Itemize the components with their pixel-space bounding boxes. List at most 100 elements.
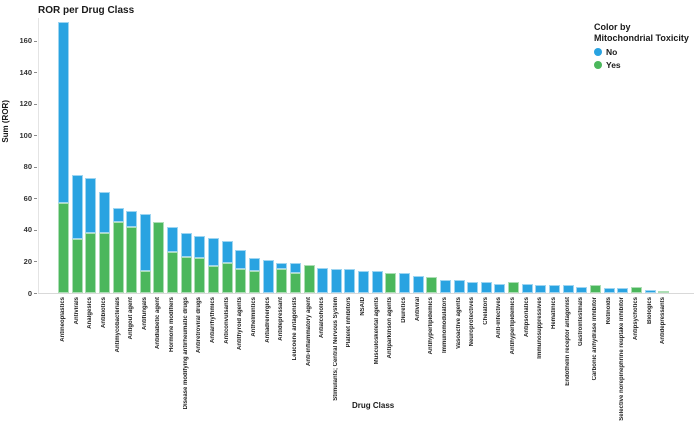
y-tick-label: 100 <box>19 130 32 140</box>
x-tick-label: Antihyperlipidemics <box>510 297 517 355</box>
x-tick-label: Disease modifying antirheumatic drugs <box>182 297 189 410</box>
bar-segment-yes[interactable] <box>112 222 124 293</box>
bar-segment-yes[interactable] <box>98 233 110 293</box>
x-tick-label: Retinoids <box>605 297 612 325</box>
x-tick-label: Selective norepinephrine reuptake inhibi… <box>619 297 626 421</box>
bar-segment-no[interactable] <box>126 211 138 227</box>
x-tick-label: Chelators <box>482 297 489 325</box>
bar-segment-no[interactable] <box>521 283 533 293</box>
bar-segment-no[interactable] <box>371 270 383 293</box>
x-tick-label: Hormone modifiers <box>169 297 176 353</box>
bar-segment-no[interactable] <box>330 269 342 293</box>
bar-segment-no[interactable] <box>262 259 274 293</box>
bar-segment-no[interactable] <box>439 280 451 293</box>
bar-segment-yes[interactable] <box>208 266 220 293</box>
bar-segment-no[interactable] <box>85 177 97 234</box>
bar-segment-no[interactable] <box>576 286 588 293</box>
bar-segment-no[interactable] <box>167 226 179 252</box>
x-tick-label: Antiarrhythmics <box>210 297 217 344</box>
x-tick-label: Antithyroid agents <box>237 297 244 351</box>
bar-segment-no[interactable] <box>399 272 410 293</box>
bar-segment-no[interactable] <box>494 283 506 293</box>
x-tick-label: Antialcoholics <box>319 297 326 339</box>
legend: Color by Mitochondrial Toxicity No Yes <box>594 22 689 70</box>
x-tick-label: Antipsychotics <box>632 297 639 341</box>
bar-segment-no[interactable] <box>180 233 192 257</box>
bar-segment-yes[interactable] <box>194 258 206 293</box>
bar-segment-yes[interactable] <box>58 203 69 293</box>
bar-segment-no[interactable] <box>221 240 233 264</box>
bar-segment-no[interactable] <box>194 236 206 259</box>
y-tick-label: 0 <box>27 288 32 298</box>
bar-segment-no[interactable] <box>98 192 110 234</box>
bar-segment-no[interactable] <box>58 21 69 204</box>
y-tick-mark <box>34 40 37 42</box>
x-tick-label: NSAID <box>360 297 367 316</box>
y-tick-label: 20 <box>23 256 32 266</box>
legend-heading-line2: Mitochondrial Toxicity <box>594 33 689 43</box>
bar-segment-yes[interactable] <box>426 277 438 293</box>
bar-segment-no[interactable] <box>289 263 301 273</box>
bar-segment-yes[interactable] <box>385 272 397 293</box>
bar-segment-yes[interactable] <box>126 226 138 293</box>
x-tick-label: Anthelmintics <box>250 297 257 337</box>
bar-segment-yes[interactable] <box>589 285 601 293</box>
bar-segment-no[interactable] <box>248 258 260 271</box>
x-tick-label: Antiadrenergics <box>264 297 271 343</box>
x-tick-label: Antifungals <box>141 297 148 330</box>
bar-segment-no[interactable] <box>535 285 547 293</box>
x-tick-label: Anti-inflammatory agent <box>305 297 312 367</box>
y-tick-mark <box>34 166 37 168</box>
x-tick-label: Antiviral <box>414 297 421 322</box>
bar-segment-yes[interactable] <box>153 222 165 293</box>
bar-segment-no[interactable] <box>344 269 356 293</box>
bar-segment-yes[interactable] <box>658 290 670 293</box>
bar-segment-no[interactable] <box>562 285 574 293</box>
x-tick-label: Biologics <box>646 297 653 325</box>
x-tick-label: Antineoplastics <box>60 297 66 342</box>
x-axis-line <box>38 293 694 294</box>
bar-segment-no[interactable] <box>358 270 370 293</box>
bar-segment-no[interactable] <box>276 263 288 270</box>
legend-item-no[interactable]: No <box>594 47 689 57</box>
bar-segment-no[interactable] <box>603 288 615 293</box>
bar-segment-no[interactable] <box>453 280 465 293</box>
bar-segment-yes[interactable] <box>248 270 260 293</box>
bar-segment-no[interactable] <box>412 275 424 293</box>
bar-segment-yes[interactable] <box>235 269 247 293</box>
bar-segment-yes[interactable] <box>85 233 97 293</box>
legend-label-yes: Yes <box>606 60 621 70</box>
bar-segment-no[interactable] <box>549 285 561 293</box>
x-tick-label: Anti-infectives <box>496 297 503 339</box>
x-tick-label: Stimulants; Central Nervous System <box>332 297 339 401</box>
bar-segment-no[interactable] <box>317 267 329 293</box>
bar-segment-no[interactable] <box>208 237 220 267</box>
x-tick-label: Antidepressants <box>660 297 667 345</box>
y-tick-label: 80 <box>23 162 32 172</box>
bar-segment-no[interactable] <box>617 288 629 293</box>
x-tick-label: Gastrointestinals <box>578 297 585 347</box>
bar-segment-no[interactable] <box>644 289 656 293</box>
bar-segment-yes[interactable] <box>303 264 315 293</box>
x-tick-label: Antigout agent <box>128 297 135 340</box>
bar-segment-no[interactable] <box>139 214 151 271</box>
bar-segment-yes[interactable] <box>71 239 83 293</box>
bar-segment-yes[interactable] <box>167 252 179 293</box>
legend-item-yes[interactable]: Yes <box>594 60 689 70</box>
bar-segment-yes[interactable] <box>276 269 288 293</box>
bar-segment-no[interactable] <box>71 174 83 240</box>
y-tick-mark <box>34 198 37 200</box>
bar-segment-no[interactable] <box>112 207 124 223</box>
bar-segment-yes[interactable] <box>508 281 520 293</box>
y-tick-label: 120 <box>19 99 32 109</box>
bar-segment-yes[interactable] <box>289 272 301 293</box>
bar-segment-no[interactable] <box>235 250 247 270</box>
y-tick-mark <box>34 103 37 105</box>
bar-segment-yes[interactable] <box>139 270 151 293</box>
bar-segment-yes[interactable] <box>180 256 192 293</box>
bar-segment-no[interactable] <box>480 281 492 293</box>
bar-segment-no[interactable] <box>467 281 479 293</box>
bar-segment-yes[interactable] <box>630 286 642 293</box>
y-tick-label: 160 <box>19 36 32 46</box>
bar-segment-yes[interactable] <box>221 263 233 293</box>
